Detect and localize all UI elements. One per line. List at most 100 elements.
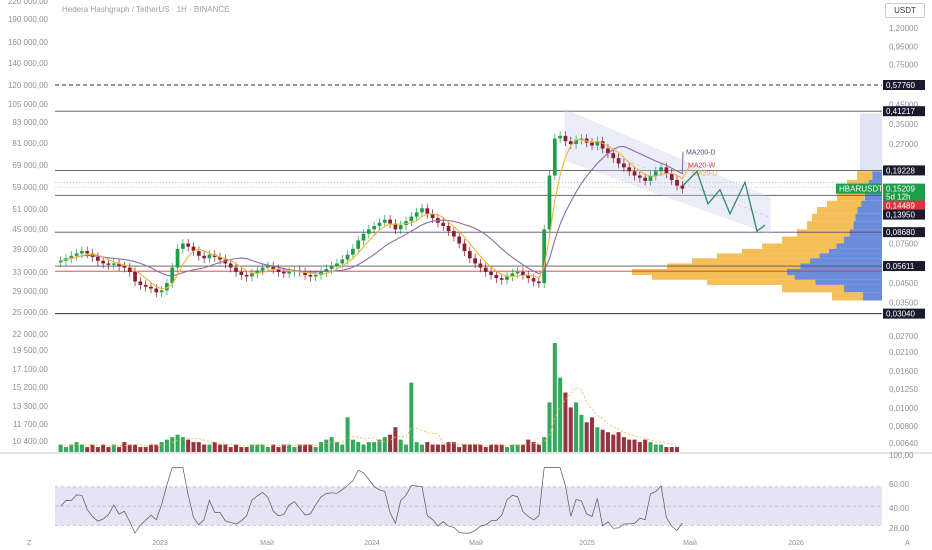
- volume-right-tick: 0,00640: [889, 439, 918, 448]
- profile-bar-orange: [812, 213, 856, 222]
- profile-bar-orange: [807, 221, 854, 230]
- left-axis-tick: 140 000,00: [8, 59, 49, 68]
- volume-bar: [414, 442, 419, 452]
- rsi-axis-tick: 28,00: [889, 524, 910, 533]
- volume-bar: [372, 442, 377, 452]
- horizontal-levels: [55, 84, 882, 315]
- volume-bar: [175, 434, 180, 452]
- candle-body: [547, 175, 552, 230]
- profile-bar-orange: [632, 269, 787, 275]
- volume-bar: [292, 447, 297, 452]
- volume-bar: [653, 444, 658, 452]
- volume-bar: [600, 429, 605, 452]
- volume-bar: [58, 444, 63, 452]
- volume-bar: [648, 442, 653, 452]
- volume-bar: [430, 444, 435, 452]
- symbol-tag-label: HBARUSDT: [839, 185, 883, 194]
- candle-body: [542, 229, 547, 284]
- candle-body: [473, 258, 477, 264]
- volume-bar: [409, 382, 414, 452]
- volume-bar: [90, 444, 95, 452]
- volume-bar: [531, 442, 536, 452]
- candle-body: [186, 243, 191, 247]
- volume-bars: [58, 343, 680, 452]
- volume-bar: [579, 414, 584, 452]
- candle-body: [80, 251, 84, 254]
- candle-body: [356, 240, 361, 249]
- profile-bar-blue: [844, 284, 882, 293]
- volume-bar: [489, 444, 494, 452]
- right-axis-tick: 0,04500: [889, 279, 918, 288]
- volume-bar: [637, 442, 642, 452]
- volume-bar: [504, 447, 510, 452]
- profile-bar-orange: [827, 200, 862, 208]
- candle-body: [537, 281, 541, 284]
- profile-bar-blue: [836, 243, 882, 249]
- candle-body: [351, 248, 355, 255]
- price-tag-bg: [883, 308, 925, 319]
- candle-body: [117, 263, 121, 267]
- volume-bar: [111, 444, 116, 452]
- profile-bar-blue: [863, 292, 882, 301]
- candle-body: [234, 267, 238, 272]
- price-tag-bg: [883, 261, 925, 272]
- volume-bar: [255, 444, 260, 452]
- ma20-line: [60, 139, 691, 290]
- zoom-z-button[interactable]: Z: [27, 540, 32, 547]
- candle-body: [388, 219, 392, 224]
- auto-scale-button[interactable]: A: [905, 540, 910, 547]
- symbol-tag-bg: [836, 183, 882, 194]
- candle-body: [590, 142, 594, 146]
- right-axis-tick: 0,95000: [889, 42, 918, 51]
- volume-bar: [441, 444, 446, 452]
- candle-body: [303, 271, 307, 275]
- volume-axis-tick: 19 500,00: [12, 346, 48, 355]
- volume-bar: [520, 444, 525, 452]
- profile-top: [860, 113, 882, 172]
- price-tag-bg: [883, 106, 925, 117]
- candle-body: [510, 273, 515, 277]
- volume-bar: [340, 444, 345, 452]
- volume-bar: [271, 444, 276, 452]
- x-axis: 2023 Май 2024 Май 2025 Май 2026: [152, 539, 804, 547]
- candle-body: [244, 274, 249, 277]
- x-axis-tick: Май: [260, 539, 274, 547]
- volume-bar: [196, 442, 201, 452]
- price-tag-bg: [883, 191, 925, 202]
- candle-body: [255, 270, 260, 274]
- candle-body: [175, 248, 180, 268]
- volume-bar: [542, 437, 547, 452]
- profile-bar-blue: [828, 248, 882, 254]
- price-tag-bg: [883, 209, 925, 220]
- volume-bar: [483, 447, 488, 452]
- volume-right-tick: 0,01250: [889, 385, 918, 394]
- volume-bar: [63, 447, 68, 452]
- volume-bar: [95, 447, 100, 452]
- currency-selector[interactable]: USDT: [885, 3, 925, 18]
- candle-body: [611, 153, 616, 159]
- volume-bar: [526, 439, 531, 452]
- volume-bar: [180, 437, 185, 452]
- volume-bar: [669, 447, 674, 452]
- profile-bar-orange: [817, 207, 858, 214]
- profile-bar-blue: [849, 229, 882, 237]
- rsi-axis-tick: 60,00: [889, 480, 910, 489]
- profile-bar-blue: [853, 221, 882, 230]
- volume-axis-tick: 17 100,00: [12, 365, 48, 374]
- candle-body: [58, 260, 63, 263]
- profile-bar-blue: [861, 200, 882, 208]
- volume-bar: [664, 447, 669, 452]
- candle-body: [446, 225, 451, 232]
- volume-bar: [473, 444, 478, 452]
- volume-axis-tick: 15 200,00: [12, 383, 48, 392]
- volume-bar: [239, 447, 244, 452]
- candle-body: [191, 246, 196, 252]
- candle-body: [632, 171, 637, 176]
- candle-body: [335, 263, 339, 267]
- candle-body: [452, 231, 456, 237]
- price-tag-label: 0,19228: [886, 166, 915, 175]
- volume-bar: [329, 437, 334, 452]
- candle-body: [122, 266, 127, 268]
- volume-bar: [148, 444, 154, 452]
